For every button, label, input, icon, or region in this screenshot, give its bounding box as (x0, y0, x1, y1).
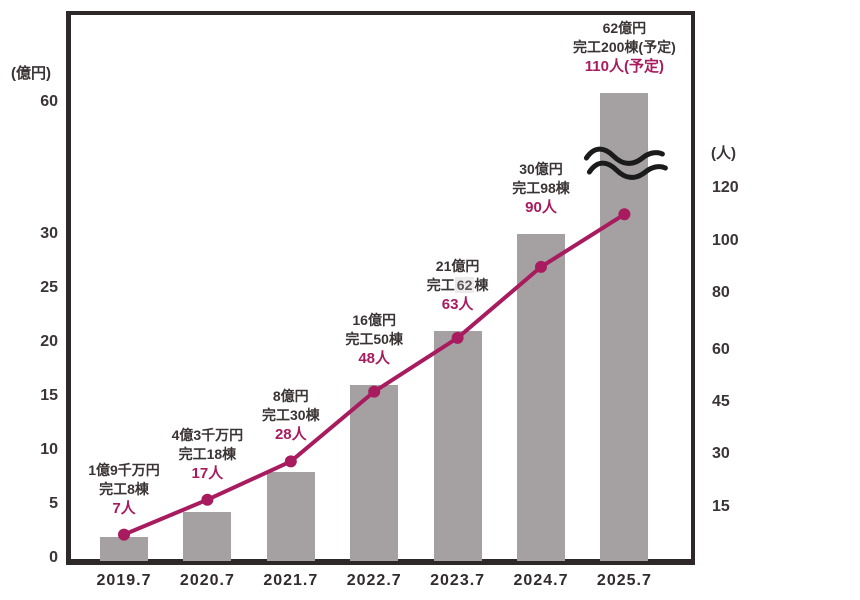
right-axis-tick: 100 (712, 231, 739, 249)
x-axis-label: 2024.7 (513, 572, 569, 589)
right-axis-tick: 60 (712, 340, 730, 358)
right-axis-tick: 15 (712, 497, 730, 515)
left-axis-tick: 25 (40, 279, 58, 297)
x-axis-label: 2019.7 (96, 572, 152, 589)
left-axis-tick: 15 (40, 387, 58, 405)
left-axis-tick: 5 (49, 495, 58, 513)
x-axis-label: 2022.7 (346, 572, 402, 589)
x-axis-label: 2025.7 (596, 572, 652, 589)
left-axis-tick: 30 (40, 225, 58, 243)
right-axis-tick: 120 (712, 179, 739, 196)
left-axis-tick: 60 (40, 92, 58, 110)
plot-area-border (66, 11, 695, 565)
left-axis-title: (億円) (11, 65, 51, 82)
x-axis-label: 2023.7 (430, 572, 486, 589)
right-axis-tick: 80 (712, 284, 730, 302)
left-axis-tick: 0 (49, 549, 58, 566)
right-axis-title: (人) (711, 145, 736, 162)
right-axis-tick: 30 (712, 445, 730, 463)
left-axis-tick: 10 (40, 441, 58, 459)
x-axis-label: 2020.7 (179, 572, 235, 589)
x-axis-label: 2021.7 (263, 572, 319, 589)
right-axis-tick: 45 (712, 393, 730, 411)
left-axis-tick: 20 (40, 333, 58, 351)
